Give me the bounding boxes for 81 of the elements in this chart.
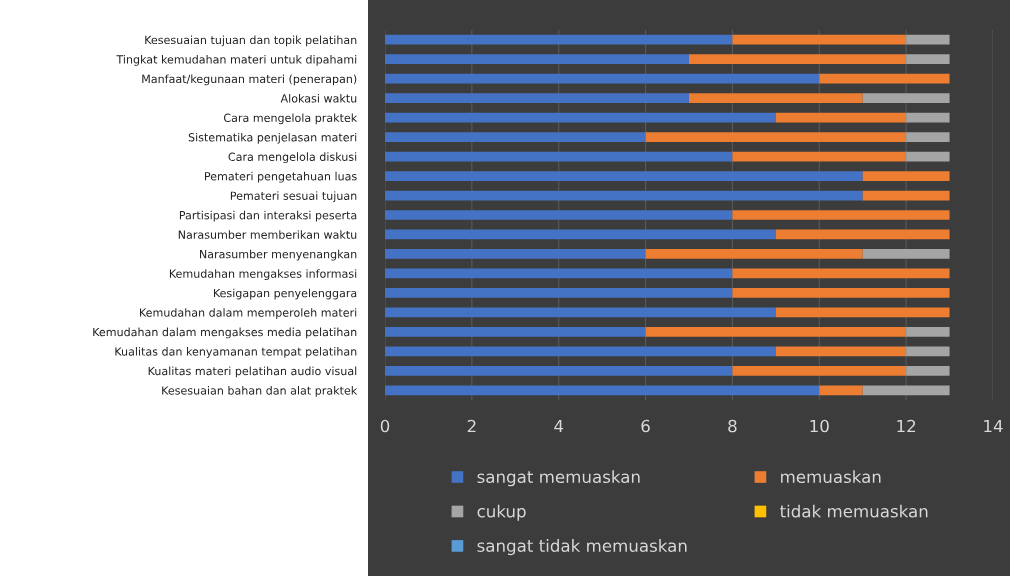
x-tick-label: 10: [810, 419, 829, 433]
bar: [645, 132, 907, 142]
bar: [732, 210, 950, 220]
bar: [385, 171, 863, 181]
bar: [862, 93, 950, 104]
legend-label: sangat tidak memuaskan: [477, 539, 687, 556]
legend-label: cukup: [477, 504, 526, 521]
bar: [645, 326, 907, 337]
y-tick-label: Kemudahan dalam mengakses media pelatihan: [93, 327, 357, 339]
legend-label: memuaskan: [781, 470, 881, 484]
bar: [385, 365, 733, 376]
bar: [385, 210, 733, 220]
bar: [906, 54, 950, 65]
bar: [385, 54, 689, 65]
bar: [775, 112, 907, 123]
y-tick-label: Kualitas dan kenyamanan tempat pelatihan: [115, 347, 357, 358]
bar: [385, 268, 733, 279]
y-tick-label: Kemudahan mengakses informasi: [169, 269, 357, 280]
y-tick-label: Narasumber menyenangkan: [200, 249, 357, 261]
bar: [819, 73, 950, 84]
bar: [906, 365, 950, 376]
bar: [906, 151, 950, 162]
y-tick-label: Cara mengelola diskusi: [228, 152, 357, 164]
y-tick-label: Alokasi waktu: [280, 93, 357, 103]
bar: [862, 190, 950, 201]
bar: [732, 365, 907, 376]
y-tick-label: Sistematika penjelasan materi: [188, 132, 357, 144]
bar: [775, 346, 907, 357]
bar: [385, 151, 733, 162]
y-tick-label: Kualitas materi pelatihan audio visual: [148, 366, 357, 378]
x-tick-label: 8: [728, 419, 737, 433]
bar: [385, 249, 646, 259]
x-tick-label: 2: [467, 419, 476, 433]
bar: [862, 385, 950, 396]
bar: [862, 171, 950, 181]
y-tick-label: Pemateri sesuai tujuan: [230, 191, 357, 203]
x-tick-label: 12: [897, 419, 916, 433]
bar: [689, 93, 863, 104]
bar: [732, 34, 907, 45]
bar: [689, 54, 907, 65]
bar: [385, 288, 733, 298]
y-tick-label: Narasumber memberikan waktu: [178, 230, 357, 239]
bar: [385, 93, 689, 104]
bar: [732, 288, 950, 298]
bar: [385, 326, 646, 337]
bar: [906, 326, 950, 337]
y-tick-label: Kesesuaian bahan dan alat praktek: [162, 386, 358, 397]
bar: [385, 229, 776, 240]
legend-label: sangat memuaskan: [477, 470, 640, 487]
y-tick-label: Cara mengelola praktek: [223, 113, 358, 125]
bar: [862, 249, 950, 259]
bar: [732, 151, 907, 162]
bar: [906, 34, 950, 45]
bar: [385, 132, 646, 142]
x-tick-label: 4: [554, 419, 564, 433]
bar: [819, 385, 863, 396]
y-tick-label: Tingkat kemudahan materi untuk dipahami: [116, 54, 357, 66]
bar: [385, 346, 776, 357]
y-tick-label: Kesigapan penyelenggara: [213, 288, 357, 300]
bar: [385, 112, 776, 123]
legend-label: tidak memuaskan: [780, 504, 928, 518]
bar: [906, 132, 950, 142]
bar: [775, 307, 950, 318]
y-tick-label: Partisipasi dan interaksi peserta: [179, 210, 357, 222]
bar: [385, 34, 733, 45]
y-tick-label: Kesesuaian tujuan dan topik pelatihan: [145, 35, 357, 47]
bar: [906, 346, 950, 357]
x-tick-label: 6: [641, 419, 650, 433]
x-tick-label: 0: [380, 419, 390, 433]
bar: [385, 190, 863, 201]
bar: [732, 268, 950, 279]
bar: [385, 385, 820, 396]
bar: [645, 249, 863, 259]
y-tick-label: Kemudahan dalam memperoleh materi: [140, 308, 357, 319]
y-tick-label: Manfaat/kegunaan materi (penerapan): [142, 74, 357, 86]
bar: [775, 229, 950, 240]
bar: [385, 307, 776, 318]
y-tick-label: Pemateri pengetahuan luas: [204, 171, 357, 183]
x-tick-label: 14: [984, 419, 1003, 433]
bar: [906, 112, 950, 123]
bar: [385, 73, 820, 84]
